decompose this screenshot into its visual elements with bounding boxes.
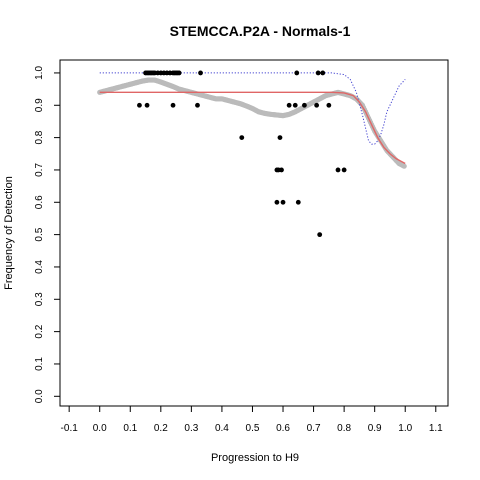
x-tick-label: 0.7 (307, 423, 321, 434)
data-point (315, 70, 321, 76)
x-tick-label: 0.1 (123, 423, 137, 434)
data-point (295, 199, 301, 205)
data-point (144, 102, 150, 108)
y-axis-label: Frequency of Detection (3, 176, 15, 290)
data-point (292, 102, 298, 108)
chart-title: STEMCCA.P2A - Normals-1 (170, 23, 351, 39)
y-tick-label: 1.0 (34, 66, 45, 80)
dotted-series-line (99, 72, 406, 145)
fit-series-line (99, 91, 406, 165)
data-point (277, 135, 283, 141)
data-point (320, 70, 326, 76)
x-tick-label: 0.9 (368, 423, 382, 434)
plot-area (97, 70, 407, 238)
y-tick-label: 0.0 (34, 389, 45, 403)
data-point (302, 102, 307, 108)
x-tick-label: 1.0 (398, 423, 412, 434)
data-point (317, 232, 323, 238)
x-tick-label: 1.1 (429, 423, 443, 434)
data-point (198, 70, 203, 76)
x-tick-label: 0.4 (215, 423, 229, 434)
y-tick-label: 0.8 (34, 130, 45, 144)
data-point (280, 199, 286, 205)
y-tick-label: 0.3 (34, 292, 45, 306)
data-point (326, 102, 332, 108)
data-point (176, 70, 182, 76)
data-point (274, 199, 280, 205)
x-tick-label: 0.8 (337, 423, 351, 434)
data-point (335, 167, 341, 173)
data-point (294, 70, 300, 76)
y-tick-label: 0.6 (34, 195, 45, 209)
data-point (195, 102, 200, 108)
x-tick-label: 0.0 (93, 423, 107, 434)
y-tick-label: 0.2 (34, 324, 45, 338)
y-tick-label: 0.4 (34, 260, 45, 274)
data-point (239, 135, 245, 141)
axes: -0.1 0.0 0.1 0.2 0.3 0.4 0.5 0.6 0.7 0.8 0.9 1.0 1.1… (34, 66, 443, 434)
x-axis-label: Progression to H9 (211, 452, 299, 464)
y-tick-label: 0.9 (34, 98, 45, 112)
x-tick-label: 0.5 (246, 423, 260, 434)
data-point (286, 102, 292, 108)
x-tick-label: 0.2 (154, 423, 168, 434)
y-tick-label: 0.5 (34, 227, 45, 241)
data-point (279, 167, 284, 173)
data-point (137, 102, 142, 108)
plot-frame (59, 59, 449, 407)
x-tick-label: -0.1 (61, 423, 79, 434)
data-point (170, 102, 176, 108)
y-tick-label: 0.7 (34, 163, 45, 177)
data-point (314, 102, 320, 108)
data-point (341, 167, 347, 173)
points-series (137, 70, 347, 238)
smooth-point (401, 163, 407, 169)
x-tick-label: 0.6 (276, 423, 290, 434)
y-tick-label: 0.1 (34, 357, 45, 371)
x-tick-label: 0.3 (184, 423, 198, 434)
